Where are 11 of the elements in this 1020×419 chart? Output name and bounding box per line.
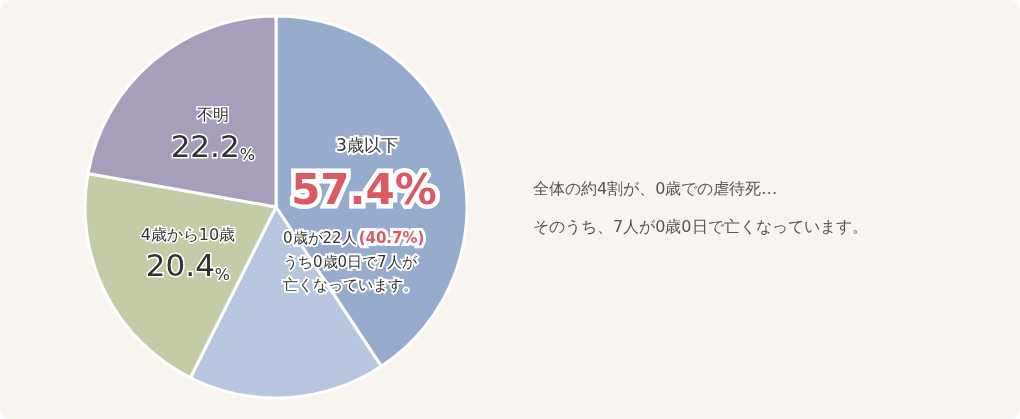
data-label: 20.4% <box>145 247 231 284</box>
text: (40.7%) <box>358 229 425 247</box>
text: 亡くなっています。 <box>283 276 418 294</box>
slice-label: 不明 <box>196 105 229 124</box>
slice-label: 4歳から10歳 <box>140 224 236 244</box>
text: 57.4% <box>291 164 437 214</box>
text: 3歳以下 <box>336 135 398 155</box>
text: 全体の約4割が、0歳での虐待死… <box>533 178 778 198</box>
text: うち0歳0日で7人が <box>283 253 418 271</box>
text: そのうち、7人が0歳0日で亡くなっています。 <box>533 216 868 236</box>
data-label: 22.2% <box>170 127 255 164</box>
